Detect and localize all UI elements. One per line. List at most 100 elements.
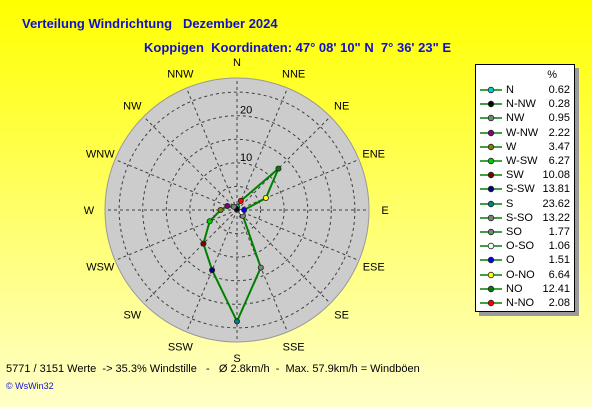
data-point-ssw xyxy=(209,267,216,274)
legend-marker-icon xyxy=(480,257,502,264)
grid-spoke xyxy=(143,209,238,304)
legend-value: 2.22 xyxy=(548,126,570,139)
legend-direction: O-NO xyxy=(506,268,535,281)
legend-item: N-NO 2.08 xyxy=(476,297,574,310)
direction-label-n: N xyxy=(233,57,241,69)
grid-spoke xyxy=(236,209,360,261)
direction-label-wnw: WNW xyxy=(86,148,115,160)
data-point-ene xyxy=(262,194,269,201)
legend-direction: S-SW xyxy=(506,183,535,196)
legend-unit-label: % xyxy=(547,69,557,81)
grid-spoke xyxy=(236,159,360,211)
legend-marker-icon xyxy=(480,115,502,122)
legend-marker-icon xyxy=(480,143,502,150)
legend-marker-icon xyxy=(480,228,502,236)
legend-item: NO 12.41 xyxy=(476,283,574,296)
direction-label-se: SE xyxy=(334,310,349,322)
legend-direction: N-NW xyxy=(506,98,536,111)
data-point-e xyxy=(241,206,248,213)
direction-label-nw: NW xyxy=(123,100,142,112)
grid-ring xyxy=(118,91,356,329)
legend-value: 0.28 xyxy=(548,98,570,111)
legend-item: O-SO 1.06 xyxy=(476,240,574,253)
data-point-w xyxy=(217,206,224,213)
direction-label-w: W xyxy=(84,205,95,217)
grid-spoke xyxy=(236,209,288,333)
legend-value: 2.08 xyxy=(548,297,570,309)
data-point-ne xyxy=(275,165,282,172)
data-point-s xyxy=(233,318,240,325)
grid-spoke xyxy=(236,209,331,304)
legend-value: 23.62 xyxy=(542,197,570,210)
legend-value: 6.27 xyxy=(548,155,570,167)
grid-spoke xyxy=(143,116,238,211)
legend-item: NW 0.95 xyxy=(476,112,574,125)
legend-item: W 3.47 xyxy=(476,141,574,154)
grid-spoke xyxy=(114,209,238,261)
legend: % N 0.62 N-NW 0.28 NW 0.95 W-NW 2.22 W 3.47 W-SW 6.… xyxy=(475,64,575,312)
legend-marker-icon xyxy=(480,242,502,250)
grid-spoke xyxy=(114,159,238,211)
grid-spoke xyxy=(236,116,331,211)
legend-value: 12.41 xyxy=(542,282,570,295)
legend-value: 1.77 xyxy=(548,226,570,238)
data-point-wsw xyxy=(206,218,213,225)
legend-value: 3.47 xyxy=(548,140,570,153)
legend-item: S-SO 13.22 xyxy=(476,212,574,225)
legend-item: SO 1.77 xyxy=(476,226,574,239)
legend-direction: W-SW xyxy=(506,155,538,167)
direction-label-ssw: SSW xyxy=(168,342,194,354)
legend-value: 13.81 xyxy=(542,183,570,196)
direction-label-sw: SW xyxy=(123,310,141,322)
direction-label-ese: ESE xyxy=(363,262,385,274)
software-credit: © WsWin32 xyxy=(6,381,54,391)
data-point-sse xyxy=(257,264,264,271)
legend-marker-icon xyxy=(480,271,502,278)
grid-ring xyxy=(189,162,285,258)
ring-label-20: 20 xyxy=(240,105,252,117)
legend-item: S 23.62 xyxy=(476,198,574,211)
direction-label-ene: ENE xyxy=(362,148,385,160)
data-point-sw xyxy=(200,240,207,247)
chart-subtitle: Koppigen Koordinaten: 47° 08' 10" N 7° 3… xyxy=(144,40,452,55)
legend-marker-icon xyxy=(480,86,502,94)
legend-item: W-NW 2.22 xyxy=(476,127,574,140)
legend-value: 0.62 xyxy=(548,84,570,96)
legend-direction: SW xyxy=(506,169,524,182)
legend-direction: O xyxy=(506,254,515,267)
direction-label-wsw: WSW xyxy=(86,262,115,274)
legend-value: 1.51 xyxy=(548,254,570,267)
legend-direction: SO xyxy=(506,226,522,238)
ring-label-10: 10 xyxy=(240,152,252,164)
legend-marker-icon xyxy=(480,214,502,221)
legend-marker-icon xyxy=(480,285,502,292)
direction-label-e: E xyxy=(381,205,388,217)
legend-value: 10.08 xyxy=(542,169,570,182)
legend-direction: O-SO xyxy=(506,240,535,253)
legend-marker-icon xyxy=(480,157,502,165)
legend-direction: S-SO xyxy=(506,211,533,224)
legend-item: O 1.51 xyxy=(476,254,574,267)
legend-item: SW 10.08 xyxy=(476,169,574,182)
legend-marker-icon xyxy=(480,100,502,108)
legend-item: N-NW 0.28 xyxy=(476,98,574,111)
legend-direction: W xyxy=(506,140,517,153)
legend-value: 13.22 xyxy=(542,211,570,224)
legend-direction: N xyxy=(506,84,514,96)
legend-direction: S xyxy=(506,197,514,210)
data-point-wnw xyxy=(224,202,231,209)
grid-ring xyxy=(142,115,332,305)
legend-marker-icon xyxy=(480,171,502,179)
legend-item: S-SW 13.81 xyxy=(476,183,574,196)
legend-value: 1.06 xyxy=(548,240,570,253)
legend-direction: NO xyxy=(506,282,523,295)
data-point-nw xyxy=(230,203,237,210)
legend-item: N 0.62 xyxy=(476,84,574,97)
legend-value: 6.64 xyxy=(548,268,570,281)
legend-direction: NW xyxy=(506,112,525,125)
legend-marker-icon xyxy=(480,129,502,136)
grid-ring xyxy=(212,185,262,235)
direction-label-s: S xyxy=(233,353,240,365)
direction-label-sse: SSE xyxy=(283,342,305,354)
